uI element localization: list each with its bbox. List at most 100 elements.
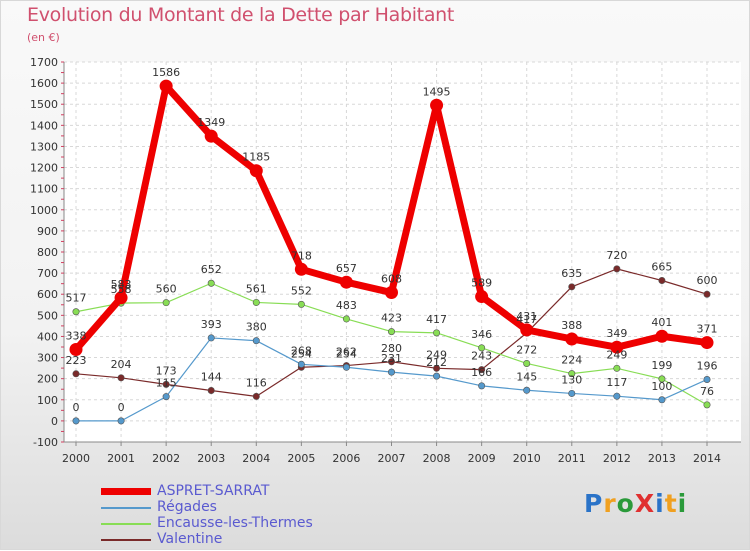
data-label: 608 <box>381 273 402 286</box>
data-label: 517 <box>66 292 87 305</box>
data-label: 272 <box>516 343 537 356</box>
data-label: 243 <box>471 350 492 363</box>
data-label: 115 <box>156 377 177 390</box>
x-tick-label: 2003 <box>197 452 225 465</box>
data-label: 417 <box>426 313 447 326</box>
data-label: 380 <box>246 321 267 334</box>
data-label: 76 <box>700 385 714 398</box>
data-label: 401 <box>651 316 672 329</box>
legend-swatch <box>101 488 151 495</box>
data-label: 652 <box>201 263 222 276</box>
data-point <box>523 359 531 367</box>
y-tick-label: 1300 <box>30 140 58 153</box>
chart-title: Evolution du Montant de la Dette par Hab… <box>27 4 455 26</box>
x-tick-label: 2004 <box>242 452 270 465</box>
data-point <box>339 275 353 289</box>
y-tick-label: 1500 <box>30 98 58 111</box>
data-label: 249 <box>426 348 447 361</box>
y-tick-label: 200 <box>37 373 58 386</box>
legend-label: Régades <box>157 499 217 515</box>
data-point <box>610 340 624 354</box>
data-point <box>478 344 486 352</box>
y-tick-label: 1400 <box>30 119 58 132</box>
data-point <box>69 343 83 357</box>
data-label: 249 <box>606 348 627 361</box>
data-point <box>159 79 173 93</box>
data-point <box>252 392 260 400</box>
data-label: 589 <box>471 277 492 290</box>
data-point <box>478 366 486 374</box>
data-point <box>613 265 621 273</box>
data-label: 280 <box>381 342 402 355</box>
y-tick-label: -100 <box>33 436 58 449</box>
data-label: 1185 <box>242 151 270 164</box>
data-label: 371 <box>697 323 718 336</box>
legend-label: Valentine <box>157 531 223 547</box>
data-point <box>162 299 170 307</box>
data-label: 1495 <box>423 85 451 98</box>
data-point <box>72 370 80 378</box>
data-label: 349 <box>606 327 627 340</box>
data-point <box>342 363 350 371</box>
data-label: 199 <box>651 359 672 372</box>
data-label: 657 <box>336 262 357 275</box>
data-point <box>520 323 534 337</box>
data-point <box>207 334 215 342</box>
data-label: 635 <box>561 267 582 280</box>
data-label: 431 <box>516 310 537 323</box>
data-point <box>117 374 125 382</box>
data-point <box>700 336 714 350</box>
legend-label: ASPRET-SARRAT <box>157 483 270 499</box>
data-point <box>433 364 441 372</box>
data-label: 262 <box>336 346 357 359</box>
y-tick-label: 700 <box>37 267 58 280</box>
data-label: 130 <box>561 373 582 386</box>
data-point <box>387 358 395 366</box>
data-point <box>72 308 80 316</box>
data-label: 212 <box>426 356 447 369</box>
data-point <box>475 290 489 304</box>
data-label: 117 <box>606 376 627 389</box>
x-tick-label: 2007 <box>378 452 406 465</box>
data-label: 100 <box>651 380 672 393</box>
y-tick-label: 1600 <box>30 77 58 90</box>
data-label: 393 <box>201 318 222 331</box>
x-tick-label: 2012 <box>603 452 631 465</box>
data-label: 223 <box>66 354 87 367</box>
data-point <box>703 401 711 409</box>
data-label: 665 <box>651 261 672 274</box>
data-point <box>114 291 128 305</box>
data-label: 417 <box>516 313 537 326</box>
data-label: 116 <box>246 376 267 389</box>
data-label: 423 <box>381 312 402 325</box>
data-point <box>658 375 666 383</box>
data-point <box>387 328 395 336</box>
y-tick-label: 600 <box>37 288 58 301</box>
data-point <box>565 332 579 346</box>
data-point <box>658 276 666 284</box>
y-tick-label: 1700 <box>30 56 58 69</box>
data-label: 600 <box>697 274 718 287</box>
data-point <box>162 393 170 401</box>
data-label: 558 <box>111 283 132 296</box>
x-tick-label: 2010 <box>513 452 541 465</box>
data-label: 346 <box>471 328 492 341</box>
data-label: 483 <box>336 299 357 312</box>
x-tick-label: 2011 <box>558 452 586 465</box>
y-tick-label: 800 <box>37 246 58 259</box>
x-tick-label: 2014 <box>693 452 721 465</box>
chart-subtitle: (en €) <box>27 31 60 44</box>
data-label: 254 <box>291 347 312 360</box>
y-tick-label: 100 <box>37 394 58 407</box>
data-point <box>207 279 215 287</box>
data-point <box>204 129 218 143</box>
data-label: 268 <box>291 344 312 357</box>
data-point <box>162 380 170 388</box>
data-point <box>294 262 308 276</box>
data-point <box>703 376 711 384</box>
legend-swatch <box>101 523 151 525</box>
y-tick-label: 1000 <box>30 204 58 217</box>
data-point <box>72 417 80 425</box>
data-point <box>387 368 395 376</box>
